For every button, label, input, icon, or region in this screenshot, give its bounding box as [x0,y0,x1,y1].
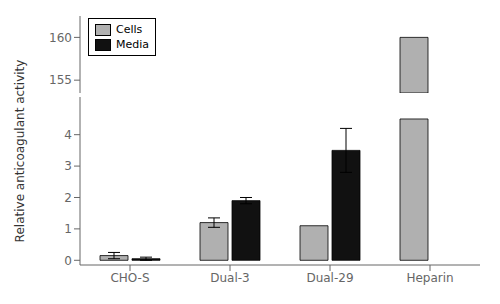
html-text:Relative anticoagulant activit: Relative anticoagulant activity [13,59,27,242]
svg-text:155: 155 [49,73,72,87]
svg-text:0: 0 [64,254,72,268]
svg-text:160: 160 [49,31,72,45]
svg-text:1: 1 [64,222,72,236]
svg-text:Dual-29: Dual-29 [306,271,353,285]
svg-text:Heparin: Heparin [406,271,453,285]
svg-text:4: 4 [64,128,72,142]
html-text:Cells: Cells [116,23,143,36]
svg-text:3: 3 [64,159,72,173]
svg-text:Dual-3: Dual-3 [210,271,250,285]
html-text:Media: Media [116,38,149,51]
svg-text:CHO-S: CHO-S [110,271,149,285]
svg-text:2: 2 [64,191,72,205]
